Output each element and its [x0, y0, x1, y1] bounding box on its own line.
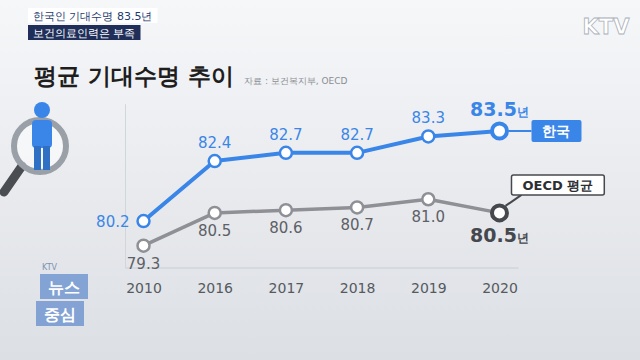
logo-box	[40, 274, 88, 299]
data-label: 81.0	[412, 208, 445, 226]
data-label: 80.5	[198, 222, 231, 240]
data-label: 80.5년	[470, 224, 529, 246]
x-tick: 2019	[411, 268, 447, 297]
person-leg	[43, 146, 50, 170]
data-labels: 80.282.482.782.783.383.5년79.380.580.680.…	[96, 98, 529, 273]
person-icon	[4, 102, 66, 192]
data-label-unit: 년	[517, 105, 529, 119]
caption-2: 보건의료인력은 부족	[28, 25, 141, 40]
background	[0, 0, 640, 360]
x-tick: 2020	[482, 268, 518, 297]
caption-box	[28, 25, 141, 40]
data-label: 82.7	[340, 126, 373, 144]
magnifier-handle	[4, 166, 22, 192]
legend-box	[531, 120, 581, 142]
title: 평균 기대수명 추이	[34, 63, 234, 89]
x-tick-label: 2017	[269, 280, 305, 296]
data-label: 80.7	[340, 216, 373, 234]
point-marker	[280, 204, 292, 216]
data-label: 83.5년	[470, 98, 529, 120]
logo-text: 뉴스	[48, 278, 80, 297]
logo-small: KTV	[42, 263, 58, 272]
plot-area	[138, 124, 507, 252]
data-label: 82.4	[198, 134, 231, 152]
point-marker	[492, 205, 507, 220]
x-tick-label: 2019	[411, 280, 447, 296]
legend-label: OECD 평균	[522, 178, 593, 193]
caption-1: 한국인 기대수명 83.5년	[28, 8, 158, 23]
data-label-unit: 년	[517, 231, 529, 245]
person-head	[34, 102, 50, 118]
magnifier-ring	[14, 120, 66, 172]
legend: 한국 OECD 평균	[505, 120, 604, 206]
point-marker	[209, 207, 221, 219]
point-marker	[138, 240, 150, 252]
person-body	[32, 120, 52, 148]
person-leg	[34, 146, 41, 170]
data-label: 79.3	[127, 255, 160, 273]
caption-text: 한국인 기대수명 83.5년	[33, 10, 153, 23]
x-axis: 2010 2016 2017 2018 2019 2020	[126, 268, 519, 297]
legend-box	[511, 175, 604, 195]
legend-label: 한국	[542, 123, 570, 139]
data-label-number: 83.5	[470, 98, 517, 120]
point-marker	[422, 193, 434, 205]
logo-text: 중심	[44, 305, 76, 324]
legend-connector	[505, 195, 521, 206]
logo-box	[36, 301, 84, 326]
data-label-number: 80.5	[470, 224, 517, 246]
x-tick-label: 2010	[126, 280, 162, 296]
chart-svg: 한국인 기대수명 83.5년보건의료인력은 부족 KTV 평균 기대수명 추이자료 …	[0, 0, 640, 360]
news-logo: KTV 뉴스중심	[36, 263, 88, 326]
chart-container: 한국인 기대수명 83.5년보건의료인력은 부족 KTV 평균 기대수명 추이자료 …	[0, 0, 640, 360]
data-label: 83.3	[412, 109, 445, 127]
x-axis-line	[126, 268, 519, 269]
y-axis	[125, 104, 126, 268]
legend-item: OECD 평균	[505, 175, 604, 206]
data-label: 80.2	[96, 213, 129, 231]
x-tick: 2017	[269, 268, 305, 297]
point-marker	[280, 147, 292, 159]
x-tick-label: 2016	[197, 280, 233, 296]
caption-box	[28, 8, 158, 23]
x-tick-label: 2018	[340, 280, 376, 296]
x-tick: 2016	[197, 268, 233, 297]
point-marker	[138, 215, 150, 227]
point-marker	[422, 130, 434, 142]
channel-logo: KTV	[583, 15, 631, 39]
x-tick: 2018	[340, 268, 376, 297]
y-axis-line	[125, 104, 126, 268]
point-marker	[492, 124, 507, 139]
data-label: 80.6	[269, 219, 302, 237]
series-line	[144, 199, 500, 245]
x-tick-label: 2020	[482, 280, 518, 296]
legend-connector	[508, 130, 531, 132]
point-marker	[351, 147, 363, 159]
caption-text: 보건의료인력은 부족	[33, 27, 136, 40]
point-marker	[351, 201, 363, 213]
data-label: 82.7	[269, 126, 302, 144]
legend-item: 한국	[508, 120, 581, 142]
point-marker	[209, 155, 221, 167]
source: 자료 : 보건복지부, OECD	[244, 76, 348, 86]
